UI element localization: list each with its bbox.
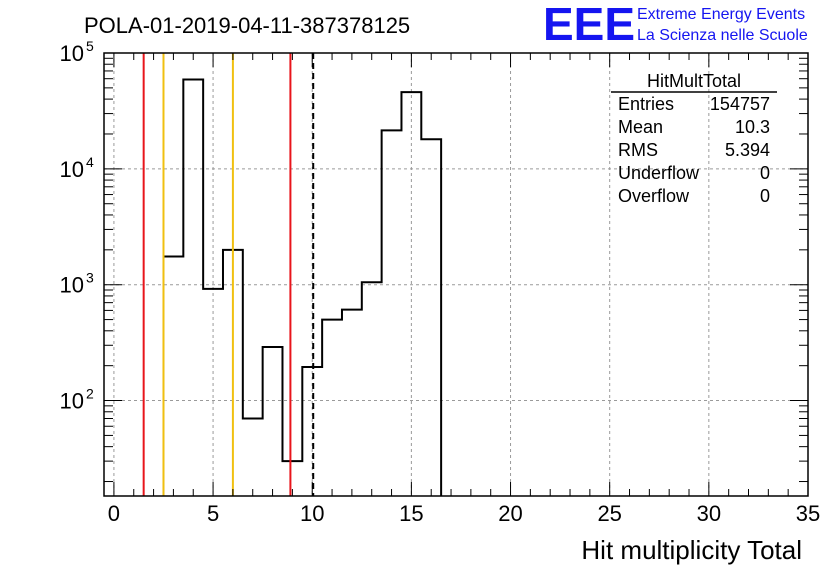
stats-row-value: 0 [760,186,770,206]
y-tick-exponent: 5 [86,38,94,54]
histogram-bin [243,418,263,496]
histogram-outline [162,78,443,496]
y-tick-label: 10 [60,157,84,182]
y-tick-exponent: 3 [86,270,94,286]
y-tick-label: 10 [60,389,84,414]
x-tick-label: 20 [498,501,522,526]
histogram-bin [183,80,203,496]
y-tick-label: 10 [60,41,84,66]
stats-title: HitMultTotal [647,71,741,91]
x-tick-label: 5 [207,501,219,526]
histogram-bin [382,130,402,496]
histogram-bin [322,320,342,496]
histogram-bin [342,310,362,496]
y-tick-exponent: 4 [86,154,94,170]
stats-row-value: 10.3 [735,117,770,137]
histogram-bin [163,257,183,496]
logo-line1: Extreme Energy Events [637,6,805,23]
histogram-bin [203,289,223,496]
x-tick-label: 15 [399,501,423,526]
histogram-bin [263,347,283,496]
y-tick-label: 10 [60,273,84,298]
x-tick-label: 25 [597,501,621,526]
stats-row-value: 154757 [710,94,770,114]
stats-row-value: 5.394 [725,140,770,160]
stats-box: HitMultTotal Entries 154757 Mean 10.3 RMS 5.3… [611,71,777,206]
logo-big-text: EEE [543,0,635,50]
axes [103,52,809,497]
stats-row-label: Underflow [618,163,700,183]
y-tick-exponent: 2 [86,386,94,402]
x-tick-label: 10 [300,501,324,526]
logo-line2: La Scienza nelle Scuole [637,27,808,44]
stats-row-label: Mean [618,117,663,137]
stats-row-label: Entries [618,94,674,114]
eee-logo: EEE Extreme Energy Events La Scienza nel… [543,0,808,50]
cut-lines [142,53,315,496]
x-tick-label: 30 [697,501,721,526]
plot-frame [103,52,809,497]
histogram-bin [401,92,421,496]
stats-rows: Entries 154757 Mean 10.3 RMS 5.394 Underflow 0 O… [618,94,770,206]
stats-row-label: RMS [618,140,658,160]
x-tick-label: 0 [108,501,120,526]
x-tick-label: 35 [796,501,820,526]
chart-title: POLA-01-2019-04-11-387378125 [84,13,410,38]
stats-row-label: Overflow [618,186,690,206]
histogram-bin [421,139,441,496]
histogram-bin [362,282,382,496]
stats-row-value: 0 [760,163,770,183]
x-axis-label: Hit multiplicity Total [581,535,802,565]
histogram-bars [162,78,443,496]
